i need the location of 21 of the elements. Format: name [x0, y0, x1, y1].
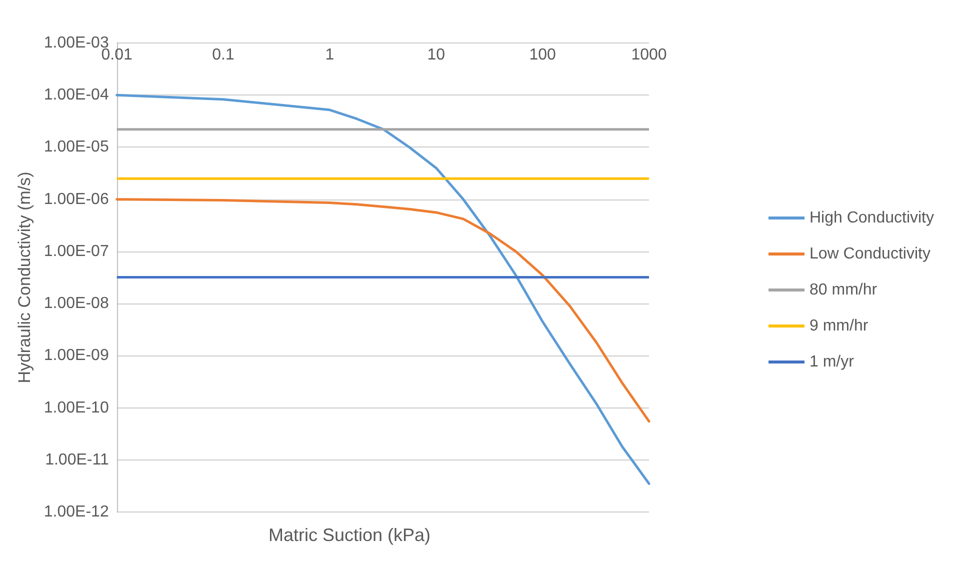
- legend-label: High Conductivity: [810, 210, 934, 226]
- x-tick-label: 1000: [631, 46, 667, 64]
- y-tick-label: 1.00E-05: [44, 138, 109, 156]
- legend-label: 80 mm/hr: [810, 282, 878, 298]
- y-tick-label: 1.00E-12: [44, 504, 109, 520]
- x-tick-label: 0.1: [212, 46, 234, 64]
- x-tick-label: 1: [325, 46, 334, 64]
- x-tick-label: 100: [529, 46, 556, 64]
- legend-label: 1 m/yr: [810, 354, 855, 370]
- legend-label: 9 mm/hr: [810, 318, 869, 334]
- y-tick-label: 1.00E-08: [44, 295, 109, 312]
- y-axis-title: Hydraulic Conductivity (m/s): [15, 172, 34, 384]
- x-axis-title: Matric Suction (kPa): [268, 525, 431, 545]
- y-tick-label: 1.00E-11: [45, 451, 109, 468]
- x-tick-label: 10: [427, 46, 446, 64]
- y-tick-label: 1.00E-07: [44, 242, 109, 260]
- y-tick-label: 1.00E-06: [44, 190, 109, 208]
- y-tick-label: 1.00E-09: [44, 347, 109, 364]
- y-tick-label: 1.00E-10: [44, 399, 109, 416]
- y-tick-label: 1.00E-04: [44, 86, 109, 104]
- legend-label: Low Conductivity: [810, 246, 930, 262]
